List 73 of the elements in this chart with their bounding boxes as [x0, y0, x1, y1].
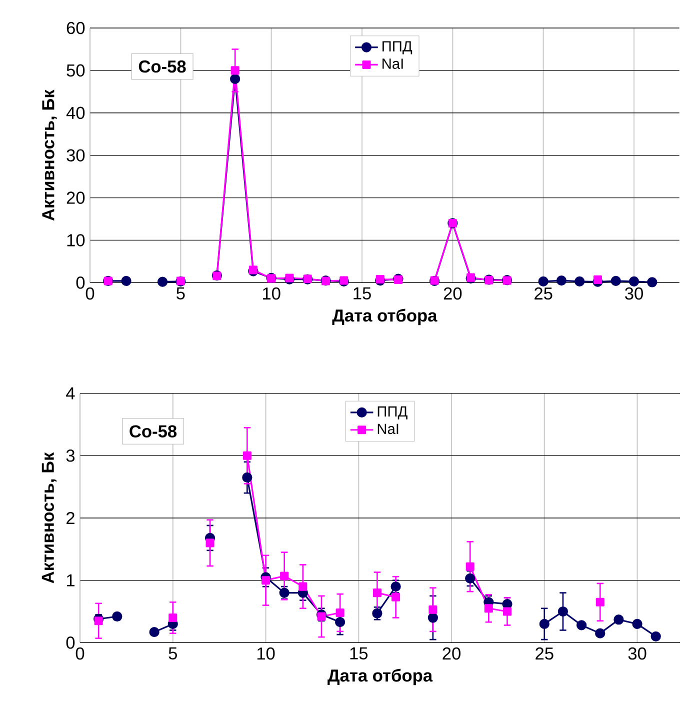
x-tick-label: 10 — [257, 647, 275, 660]
x-tick-label: 10 — [262, 287, 280, 300]
point — [610, 276, 621, 286]
x-tick-label: 20 — [442, 647, 460, 660]
point — [539, 618, 550, 630]
point — [594, 628, 606, 638]
x-axis-title: Дата отбора — [327, 668, 433, 686]
point — [428, 605, 438, 614]
point — [230, 74, 240, 84]
point — [484, 604, 493, 613]
annotation: Co-58 — [129, 425, 176, 438]
point — [94, 616, 103, 626]
point — [556, 275, 566, 286]
point — [593, 275, 602, 284]
point — [538, 276, 548, 286]
point — [628, 276, 639, 286]
x-tick-label: 5 — [168, 647, 177, 660]
legend-label: ППД — [378, 406, 408, 420]
point — [336, 608, 344, 618]
point — [206, 538, 214, 548]
legend-label: NaI — [378, 424, 398, 434]
x-tick-label: 0 — [86, 287, 94, 300]
point — [317, 612, 326, 621]
x-axis-title: Дата отбора — [332, 308, 438, 326]
point — [428, 612, 438, 623]
point — [596, 598, 604, 606]
y-tick-label: 3 — [66, 450, 74, 462]
point — [613, 614, 624, 625]
x-tick-label: 25 — [534, 287, 552, 300]
point — [650, 631, 661, 642]
y-tick-label: 20 — [66, 192, 84, 204]
point — [279, 588, 290, 598]
x-tick-label: 20 — [444, 287, 462, 300]
point — [574, 276, 585, 286]
point — [157, 276, 168, 287]
x-tick-label: 25 — [535, 647, 554, 660]
point — [149, 627, 160, 638]
point — [632, 618, 642, 630]
y-tick-label: 10 — [67, 234, 84, 246]
point — [576, 620, 586, 630]
y-tick-label: 30 — [66, 149, 84, 162]
y-tick-label: 0 — [76, 276, 84, 289]
point — [261, 576, 270, 585]
y-tick-label: 1 — [66, 574, 74, 586]
x-tick-label: 5 — [176, 287, 185, 300]
point — [298, 582, 308, 591]
x-tick-label: 30 — [628, 647, 646, 660]
legend-label: NaI — [382, 58, 403, 69]
point — [558, 606, 568, 617]
y-tick-label: 40 — [66, 106, 84, 120]
annotation: Co-58 — [138, 60, 186, 73]
y-tick-label: 2 — [66, 512, 74, 524]
point — [242, 451, 252, 460]
x-tick-label: 30 — [624, 287, 643, 300]
y-axis-title: Активность, Бк — [42, 452, 56, 584]
point — [502, 607, 512, 616]
point — [168, 613, 177, 622]
point — [334, 617, 345, 628]
point — [464, 573, 476, 584]
y-tick-label: 50 — [66, 64, 84, 77]
point — [646, 277, 658, 288]
point — [121, 276, 132, 286]
point — [280, 572, 288, 580]
point — [372, 588, 382, 598]
point — [230, 66, 240, 75]
y-tick-label: 4 — [66, 387, 75, 400]
y-tick-label: 60 — [66, 22, 84, 34]
y-tick-label: 0 — [66, 636, 74, 649]
y-axis-title: Активность, Бк — [42, 90, 57, 221]
x-tick-label: 15 — [350, 647, 368, 660]
x-tick-label: 15 — [354, 287, 371, 300]
point — [112, 611, 122, 622]
legend-label: ППД — [382, 41, 412, 54]
